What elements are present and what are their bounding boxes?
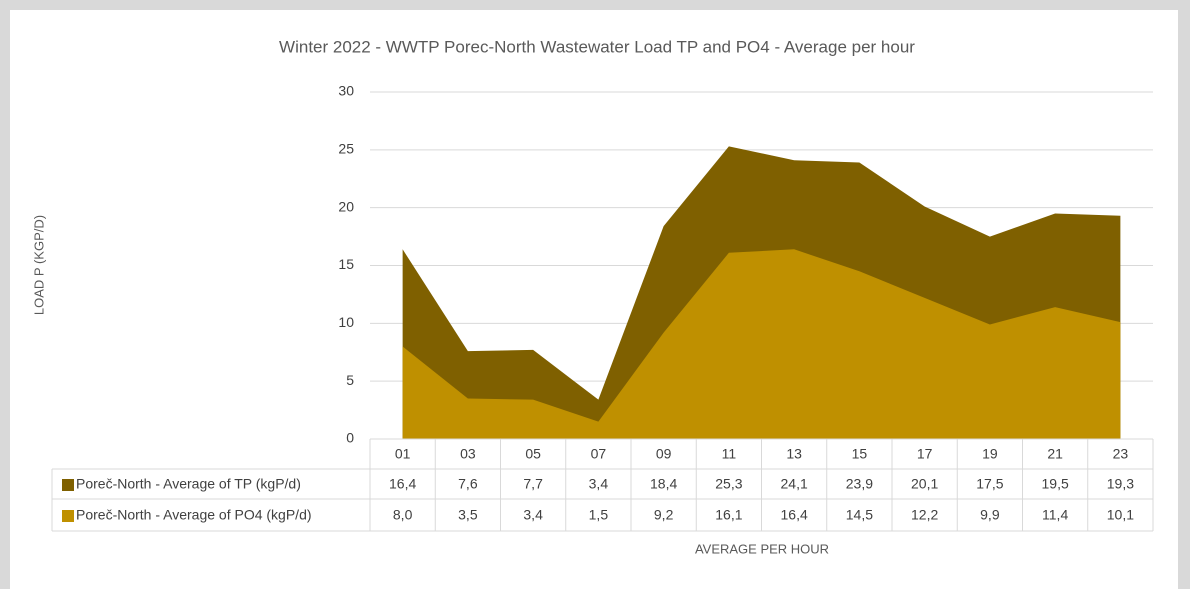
table-value: 16,4 (389, 476, 416, 492)
chart-title: Winter 2022 - WWTP Porec-North Wastewate… (279, 37, 915, 56)
y-tick-label: 15 (338, 256, 354, 272)
table-value: 11,4 (1042, 507, 1068, 523)
y-axis-title: LOAD P (KGP/D) (31, 215, 46, 315)
y-tick-label: 5 (346, 372, 354, 388)
table-value: 16,1 (715, 507, 742, 523)
table-value: 17,5 (976, 476, 1003, 492)
table-value: 23,9 (846, 476, 873, 492)
y-tick-label: 25 (338, 141, 354, 157)
table-value: 3,4 (523, 507, 543, 523)
x-tick-label: 19 (982, 446, 998, 462)
x-tick-label: 21 (1047, 446, 1063, 462)
y-tick-label: 0 (346, 430, 354, 446)
area (402, 249, 1121, 439)
x-tick-label: 05 (525, 446, 541, 462)
table-value: 9,2 (654, 507, 674, 523)
table-value: 3,4 (589, 476, 609, 492)
legend-label: Poreč-North - Average of TP (kgP/d) (76, 476, 301, 492)
table-value: 19,5 (1042, 476, 1069, 492)
y-tick-label: 20 (338, 198, 354, 214)
legend-label: Poreč-North - Average of PO4 (kgP/d) (76, 507, 312, 523)
table-value: 9,9 (980, 507, 1000, 523)
table-value: 19,3 (1107, 476, 1134, 492)
legend-swatch (62, 479, 74, 491)
table-value: 7,7 (523, 476, 543, 492)
table-value: 25,3 (715, 476, 742, 492)
table-value: 8,0 (393, 507, 413, 523)
table-value: 1,5 (589, 507, 609, 523)
y-tick-label: 10 (338, 314, 354, 330)
x-tick-label: 13 (786, 446, 802, 462)
table-value: 7,6 (458, 476, 478, 492)
table-value: 16,4 (781, 507, 808, 523)
x-axis-title: AVERAGE PER HOUR (695, 541, 829, 556)
x-tick-label: 03 (460, 446, 476, 462)
x-tick-label: 11 (722, 446, 737, 462)
x-tick-label: 09 (656, 446, 672, 462)
table-value: 14,5 (846, 507, 873, 523)
x-tick-label: 07 (591, 446, 607, 462)
x-tick-label: 23 (1113, 446, 1129, 462)
x-tick-label: 15 (852, 446, 868, 462)
y-tick-label: 30 (338, 83, 354, 99)
table-value: 18,4 (650, 476, 677, 492)
legend-swatch (62, 510, 74, 522)
x-tick-label: 17 (917, 446, 933, 462)
table-value: 3,5 (458, 507, 478, 523)
table-value: 20,1 (911, 476, 938, 492)
table-value: 10,1 (1107, 507, 1134, 523)
table-value: 24,1 (781, 476, 808, 492)
table-value: 12,2 (911, 507, 938, 523)
x-tick-label: 01 (395, 446, 411, 462)
